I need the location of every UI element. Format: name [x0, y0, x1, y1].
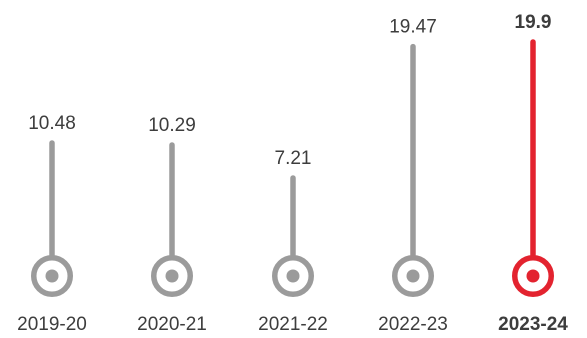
value-label: 19.9: [515, 12, 552, 33]
lollipop-2019-20: 10.48 2019-20: [17, 113, 87, 335]
dot-marker: [45, 269, 59, 283]
dot-marker: [526, 269, 540, 283]
lollipop-2021-22: 7.21 2021-22: [258, 148, 328, 335]
category-label: 2023-24: [498, 314, 568, 335]
category-label: 2021-22: [258, 314, 328, 335]
value-label: 10.48: [28, 113, 76, 134]
value-label: 19.47: [389, 17, 437, 38]
value-label: 10.29: [148, 115, 196, 136]
dot-marker: [286, 269, 300, 283]
category-label: 2020-21: [137, 314, 207, 335]
category-label: 2022-23: [378, 314, 448, 335]
lollipop-2023-24: 19.9 2023-24: [498, 12, 568, 335]
dot-marker: [165, 269, 179, 283]
lollipop-2020-21: 10.29 2020-21: [137, 115, 207, 335]
category-label: 2019-20: [17, 314, 87, 335]
lollipop-2022-23: 19.47 2022-23: [378, 17, 448, 335]
value-label: 7.21: [275, 148, 312, 169]
dot-marker: [406, 269, 420, 283]
